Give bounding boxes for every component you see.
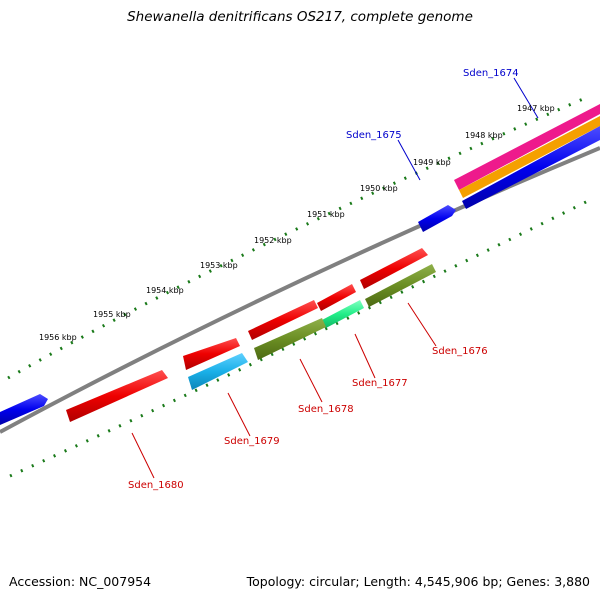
- gene-sden-1675-arrow: [418, 205, 456, 232]
- scale-label-1954: 1954 kbp: [146, 286, 184, 295]
- forward-strand-genes: [0, 104, 600, 425]
- gene-label-sden-1677[interactable]: Sden_1677: [352, 378, 408, 389]
- gene-label-sden-1675[interactable]: Sden_1675: [346, 130, 402, 141]
- gene-left-edge-arrow: [0, 394, 48, 425]
- gene-label-sden-1674[interactable]: Sden_1674: [463, 68, 519, 79]
- scale-label-1956: 1956 kbp: [39, 333, 77, 342]
- map-title: Shewanella denitrificans OS217, complete…: [127, 9, 473, 25]
- scale-label-1950: 1950 kbp: [360, 184, 398, 193]
- leader-sden-1675: [397, 139, 421, 181]
- scale-label-1948: 1948 kbp: [465, 131, 503, 140]
- leader-lines: [131, 77, 539, 479]
- outer-tick-ring: [7, 94, 591, 380]
- gene-label-sden-1676[interactable]: Sden_1676: [432, 346, 488, 357]
- scale-label-1949: 1949 kbp: [413, 158, 451, 167]
- gene-sden-1678-red: [248, 300, 318, 340]
- gene-sden-1680-red: [66, 370, 168, 422]
- scale-label-1953: 1953 kbp: [200, 261, 238, 270]
- gene-sden-1676-red: [360, 248, 428, 289]
- leader-sden-1674: [513, 77, 539, 119]
- gene-labels: Sden_1674 Sden_1675 Sden_1676 Sden_1677 …: [128, 68, 519, 491]
- gene-sden-1676-olive: [365, 264, 436, 307]
- scale-label-1951: 1951 kbp: [307, 210, 345, 219]
- leader-sden-1680: [131, 432, 155, 479]
- scale-label-1952: 1952 kbp: [254, 236, 292, 245]
- gene-label-sden-1679[interactable]: Sden_1679: [224, 436, 280, 447]
- leader-sden-1678: [299, 358, 323, 403]
- reverse-strand-genes: [66, 248, 436, 422]
- topology-summary: Topology: circular; Length: 4,545,906 bp…: [246, 574, 590, 589]
- gene-sden-1677-green: [322, 300, 364, 328]
- accession-text: Accession: NC_007954: [9, 574, 152, 589]
- genome-backbone: [0, 146, 600, 434]
- leader-sden-1677: [354, 333, 376, 379]
- gene-sden-1674-block-orange: [459, 116, 600, 198]
- gene-sden-1674-block-magenta: [454, 104, 600, 190]
- scale-label-1947: 1947 kbp: [517, 104, 555, 113]
- scale-labels: 1947 kbp 1948 kbp 1949 kbp 1950 kbp 1951…: [39, 104, 555, 342]
- leader-sden-1676: [407, 302, 437, 347]
- leader-sden-1679: [227, 392, 251, 437]
- gene-sden-1677-red: [317, 284, 356, 311]
- scale-label-1955: 1955 kbp: [93, 310, 131, 319]
- gene-sden-1679-red: [183, 338, 240, 370]
- gene-label-sden-1678[interactable]: Sden_1678: [298, 404, 354, 415]
- gene-sden-1674-arrow: [462, 126, 600, 209]
- gene-label-sden-1680[interactable]: Sden_1680: [128, 480, 184, 491]
- gene-sden-1678-olive: [254, 318, 326, 360]
- gene-sden-1679-cyan: [188, 353, 248, 390]
